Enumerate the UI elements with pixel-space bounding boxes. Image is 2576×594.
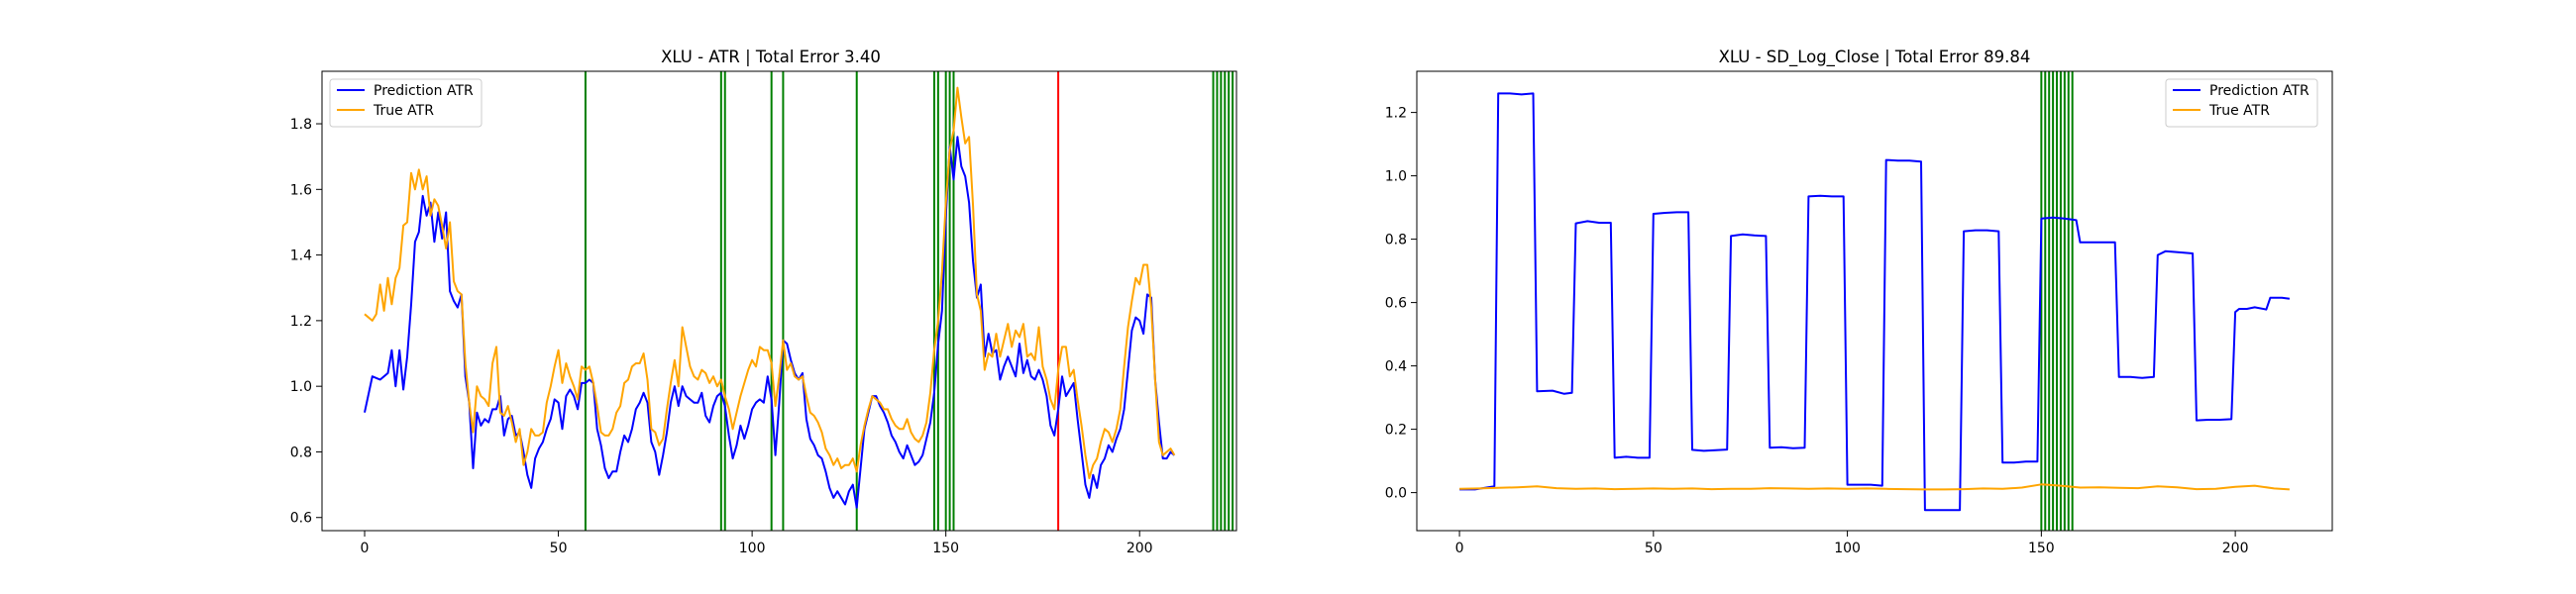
- legend: Prediction ATR True ATR: [329, 78, 483, 128]
- chart-title: XLU - ATR | Total Error 3.40: [661, 48, 881, 66]
- y-tick-label: 0.0: [1385, 486, 1407, 502]
- series-line-true: [364, 86, 1176, 479]
- y-tick-label: 1.2: [290, 314, 312, 330]
- legend-label-true: True ATR: [373, 103, 434, 119]
- y-tick-label: 1.0: [290, 379, 312, 395]
- x-tick-label: 0: [1455, 541, 1464, 556]
- x-tick-label: 0: [361, 541, 370, 556]
- legend-box: [329, 78, 483, 128]
- x-tick-label: 100: [739, 541, 766, 556]
- plot-area: 0 50 100 150 200 0.0 0.2 0.4 0.6 0.8 1.0 1.2: [1385, 70, 2333, 556]
- chart-atr: XLU - ATR | Total Error 3.40 0 50 100 150 20…: [290, 48, 1237, 556]
- y-tick-label: 0.8: [1385, 233, 1407, 248]
- y-tick-label: 0.6: [290, 511, 312, 527]
- axes-frame: [321, 70, 1237, 532]
- y-tick-label: 0.6: [1385, 296, 1407, 312]
- plot-area: 0 50 100 150 200 0.6 0.8 1.0 1.2 1.4 1.6 1.8: [290, 70, 1237, 556]
- chart-title: XLU - SD_Log_Close | Total Error 89.84: [1719, 48, 2031, 67]
- legend-label-prediction: Prediction ATR: [374, 83, 474, 99]
- legend-label-prediction: Prediction ATR: [2209, 83, 2309, 99]
- x-tick-label: 150: [2028, 541, 2055, 556]
- chart-sd-log-close: XLU - SD_Log_Close | Total Error 89.84 0…: [1385, 48, 2333, 556]
- series-line-prediction: [1459, 92, 2291, 512]
- x-tick-label: 50: [550, 541, 568, 556]
- plot-content: [364, 71, 1234, 531]
- x-tick-label: 100: [1834, 541, 1861, 556]
- x-tick-label: 200: [1127, 541, 1153, 556]
- y-tick-label: 0.2: [1385, 423, 1407, 439]
- legend-box: [2165, 78, 2318, 128]
- series-line-true: [1459, 483, 2290, 491]
- legend-label-true: True ATR: [2208, 103, 2270, 119]
- plot-content: [1459, 71, 2291, 531]
- y-tick-label: 1.0: [1385, 169, 1407, 185]
- y-tick-label: 1.4: [290, 248, 312, 264]
- y-tick-label: 1.2: [1385, 106, 1407, 122]
- y-tick-label: 0.8: [290, 445, 312, 460]
- y-tick-label: 0.4: [1385, 359, 1407, 375]
- series-line-prediction: [364, 136, 1176, 509]
- x-tick-label: 50: [1645, 541, 1663, 556]
- y-tick-label: 1.8: [290, 117, 312, 133]
- axes-frame: [1416, 70, 2333, 532]
- legend: Prediction ATR True ATR: [2165, 78, 2318, 128]
- x-tick-label: 200: [2222, 541, 2249, 556]
- y-tick-label: 1.6: [290, 182, 312, 198]
- x-tick-label: 150: [932, 541, 959, 556]
